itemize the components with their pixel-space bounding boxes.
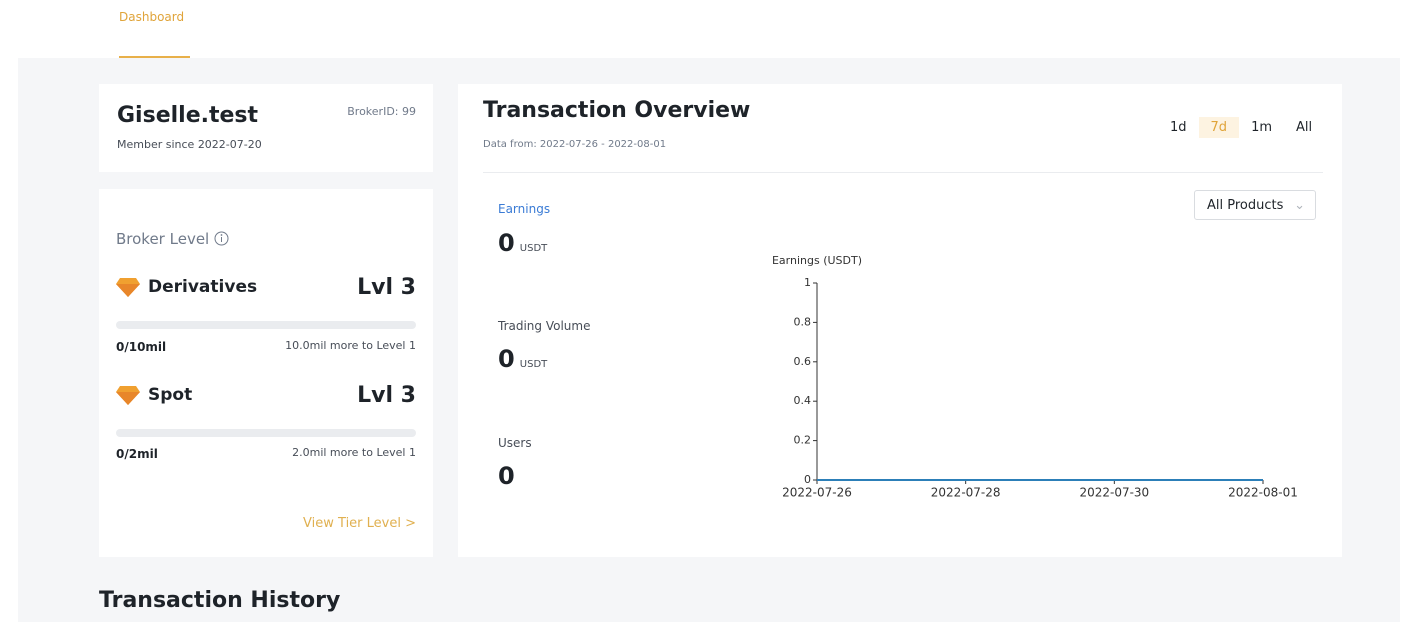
profile-name: Giselle.test xyxy=(117,103,259,128)
profile-card: Giselle.test BrokerID: 99 Member since 2… xyxy=(99,84,433,172)
remaining-text: 2.0mil more to Level 1 xyxy=(292,446,416,459)
stat-value: 0 USDT xyxy=(498,229,547,257)
progress-text: 0/2mil xyxy=(116,447,158,461)
y-tick-label: 0 xyxy=(804,473,811,486)
progress-bar xyxy=(116,321,416,329)
x-tick-label: 2022-08-01 xyxy=(1228,486,1298,500)
stat-number: 0 xyxy=(498,462,515,490)
y-axis-label: Earnings (USDT) xyxy=(772,254,862,267)
level-value: Lvl 3 xyxy=(357,275,416,300)
broker-level-title: Broker Level xyxy=(116,230,229,248)
history-title: Transaction History xyxy=(99,588,341,613)
y-tick-label: 0.8 xyxy=(794,315,812,328)
period-button[interactable]: 1d xyxy=(1170,120,1187,135)
x-tick-label: 2022-07-26 xyxy=(782,486,852,500)
period-button[interactable]: 1m xyxy=(1251,120,1272,135)
x-tick-label: 2022-07-30 xyxy=(1079,486,1149,500)
gem-icon xyxy=(116,386,140,405)
level-name: Spot xyxy=(148,385,193,405)
stat-number: 0 xyxy=(498,229,515,257)
level-value: Lvl 3 xyxy=(357,383,416,408)
y-tick-label: 0.6 xyxy=(794,355,812,368)
dropdown-text: All Products xyxy=(1207,198,1284,213)
stat-number: 0 xyxy=(498,345,515,373)
remaining-text: 10.0mil more to Level 1 xyxy=(285,339,416,352)
progress-bar xyxy=(116,429,416,437)
chevron: ⌄ xyxy=(1294,198,1305,213)
period-button[interactable]: 7d xyxy=(1198,117,1240,138)
period-button[interactable]: All xyxy=(1296,120,1313,135)
overview-card: Transaction Overview Data from: 2022-07-… xyxy=(458,84,1342,557)
member-since: Member since 2022-07-20 xyxy=(117,138,262,151)
tier-link[interactable]: View Tier Level > xyxy=(303,516,416,531)
stat-value: 0 USDT xyxy=(498,345,547,373)
y-tick-label: 1 xyxy=(804,276,811,289)
period-tabs: 1d 7d 1m All xyxy=(1158,117,1324,138)
level-name: Derivatives xyxy=(148,277,258,297)
broker-card: Broker Level Derivatives Lvl 3 0/10mil 1… xyxy=(99,189,433,557)
progress-text: 0/10mil xyxy=(116,340,167,354)
stat-unit: USDT xyxy=(519,359,548,370)
gem-icon xyxy=(116,278,140,297)
stat-label: Earnings xyxy=(498,202,551,216)
info-icon xyxy=(214,231,229,246)
stat-label: Users xyxy=(498,436,532,450)
product-dropdown[interactable]: All Products ⌄ xyxy=(1194,190,1316,220)
text: Broker Level xyxy=(116,230,210,248)
stat-unit: USDT xyxy=(519,243,548,254)
y-tick-label: 0.2 xyxy=(794,434,812,447)
y-tick-label: 0.4 xyxy=(794,394,812,407)
tab-underline xyxy=(119,56,190,58)
overview-title: Transaction Overview xyxy=(483,98,751,123)
stat-label: Trading Volume xyxy=(498,319,591,333)
nav-tab[interactable]: Dashboard xyxy=(119,10,185,24)
date-range: Data from: 2022-07-26 - 2022-08-01 xyxy=(483,139,667,150)
broker-id: BrokerID: 99 xyxy=(347,105,416,118)
x-tick-label: 2022-07-28 xyxy=(931,486,1001,500)
divider xyxy=(483,172,1323,173)
